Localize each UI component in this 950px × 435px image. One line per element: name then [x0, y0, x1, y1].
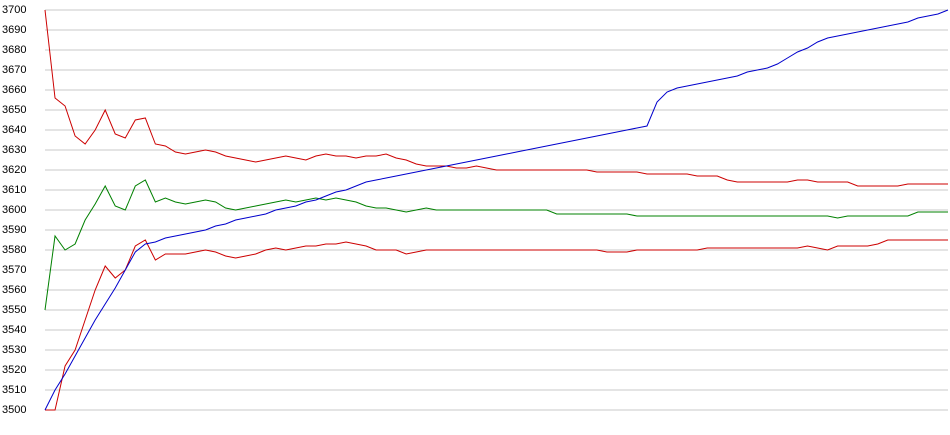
y-tick-label: 3520 [2, 364, 26, 376]
y-tick-label: 3650 [2, 104, 26, 116]
series-line [44, 179, 948, 311]
y-tick-label: 3510 [2, 384, 26, 396]
y-tick-label: 3610 [2, 184, 26, 196]
y-tick-label: 3630 [2, 144, 26, 156]
y-tick-label: 3580 [2, 244, 26, 256]
y-tick-label: 3690 [2, 24, 26, 36]
series-line [45, 239, 948, 411]
y-tick-label: 3550 [2, 304, 26, 316]
y-tick-label: 3530 [2, 344, 26, 356]
y-tick-label: 3660 [2, 84, 26, 96]
y-tick-label: 3640 [2, 124, 26, 136]
y-tick-label: 3620 [2, 164, 26, 176]
y-tick-label: 3590 [2, 224, 26, 236]
y-tick-label: 3570 [2, 264, 26, 276]
series-line [44, 9, 948, 187]
y-tick-label: 3670 [2, 64, 26, 76]
y-tick-label: 3540 [2, 324, 26, 336]
y-tick-label: 3560 [2, 284, 26, 296]
y-tick-label: 3680 [2, 44, 26, 56]
y-tick-label: 3700 [2, 4, 26, 16]
y-tick-label: 3500 [2, 404, 26, 416]
series-line [44, 9, 949, 411]
y-tick-label: 3600 [2, 204, 26, 216]
